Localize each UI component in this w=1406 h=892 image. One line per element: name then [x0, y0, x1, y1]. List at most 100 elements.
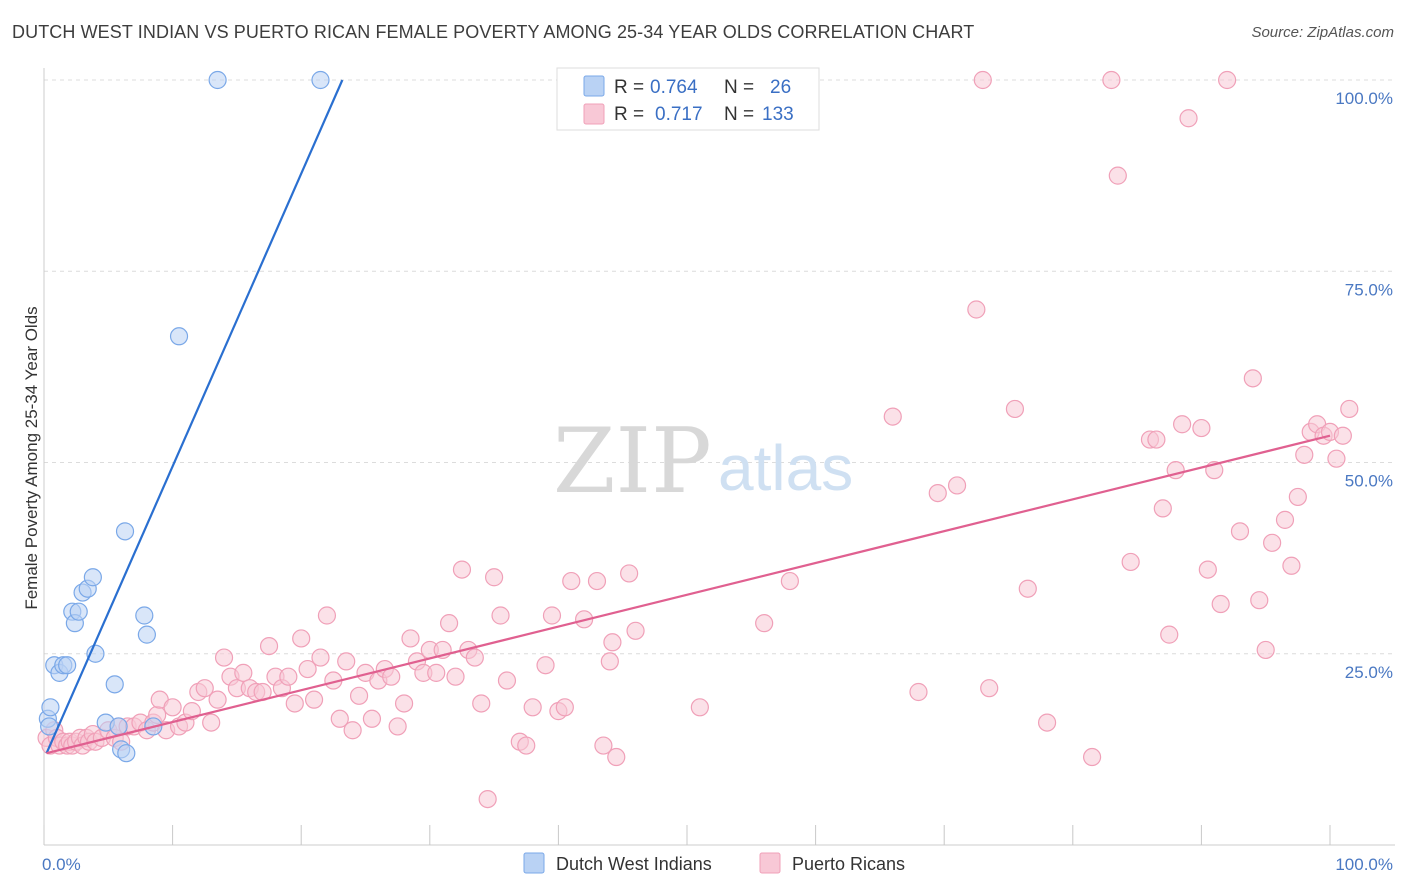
puerto-rican-point: [1288, 487, 1307, 507]
legend-swatch-blue: [583, 75, 605, 97]
puerto-rican-point: [755, 614, 774, 633]
puerto-rican-point: [349, 686, 369, 705]
puerto-rican-point: [1082, 747, 1102, 767]
puerto-rican-point: [1173, 415, 1192, 434]
legend-r-value: 0.717: [655, 104, 703, 125]
puerto-rican-point: [883, 407, 902, 426]
dutch-west-indian-point: [117, 744, 136, 763]
legend-r-label: R =: [614, 77, 644, 98]
puerto-rican-point: [1153, 499, 1172, 518]
puerto-rican-point: [298, 659, 317, 679]
grid-lines: [44, 79, 1395, 655]
x-tick-label: 0.0%: [42, 855, 81, 874]
puerto-rican-point: [279, 667, 298, 686]
puerto-rican-point: [594, 736, 613, 755]
puerto-rican-point: [1005, 399, 1025, 419]
puerto-rican-point: [690, 698, 709, 717]
dutch-west-indian-point: [109, 717, 128, 736]
puerto-rican-point: [382, 667, 401, 686]
puerto-rican-point: [491, 606, 510, 625]
puerto-rican-point: [330, 709, 349, 728]
puerto-rican-point: [202, 713, 221, 732]
puerto-rican-point: [311, 648, 330, 667]
puerto-rican-point: [317, 606, 337, 625]
puerto-rican-point: [1275, 510, 1295, 529]
puerto-rican-point: [1108, 166, 1127, 185]
puerto-rican-point: [607, 747, 626, 767]
puerto-rican-point: [292, 629, 311, 648]
y-tick-label: 75.0%: [1345, 280, 1393, 299]
puerto-rican-point: [285, 694, 304, 713]
y-axis-label: Female Poverty Among 25-34 Year Olds: [22, 306, 41, 609]
legend-n-value: 133: [762, 104, 794, 125]
puerto-rican-point: [304, 690, 324, 709]
legend-r-value: 0.764: [650, 77, 698, 98]
puerto-rican-point: [1295, 445, 1314, 464]
legend-swatch-dutch-west-indians: [523, 852, 545, 874]
legend-r-label: R =: [614, 104, 644, 125]
puerto-rican-point: [620, 564, 639, 583]
dutch-west-indian-point: [69, 602, 88, 621]
puerto-rican-point: [587, 571, 607, 591]
puerto-rican-point: [600, 652, 619, 671]
legend-n-value: 26: [770, 77, 791, 98]
legend-swatch-puerto-ricans: [759, 852, 781, 874]
puerto-rican-point: [497, 671, 517, 690]
puerto-rican-point: [1243, 369, 1262, 388]
puerto-rican-point: [980, 679, 999, 698]
y-tick-label: 25.0%: [1345, 663, 1393, 682]
puerto-rican-point: [1327, 449, 1346, 468]
puerto-rican-point: [973, 70, 992, 90]
y-tick-labels: 25.0% 50.0% 75.0% 100.0%: [1335, 89, 1393, 682]
puerto-rican-point: [1179, 109, 1198, 128]
puerto-rican-point: [195, 679, 214, 698]
puerto-rican-point: [1256, 640, 1275, 660]
puerto-rican-point: [626, 621, 645, 640]
dutch-west-indian-point: [41, 698, 60, 717]
dutch-west-indian-point: [208, 70, 227, 90]
watermark-zip: ZIP: [553, 409, 712, 514]
puerto-rican-point: [1147, 430, 1166, 449]
puerto-rican-point: [967, 300, 986, 319]
dutch-west-indian-trend-line: [45, 79, 344, 754]
puerto-rican-point: [517, 736, 536, 755]
puerto-rican-point: [1211, 594, 1230, 614]
x-tick-labels: 0.0% 100.0%: [42, 855, 1393, 874]
puerto-rican-point: [1282, 556, 1301, 575]
chart-title: DUTCH WEST INDIAN VS PUERTO RICAN FEMALE…: [12, 22, 975, 42]
puerto-rican-point: [1218, 70, 1237, 90]
puerto-rican-point: [485, 568, 504, 587]
puerto-rican-point: [1250, 591, 1269, 610]
dutch-west-indian-point: [115, 522, 135, 541]
series-legend: Dutch West Indians Puerto Ricans: [523, 852, 905, 874]
puerto-rican-point: [208, 690, 227, 709]
watermark: ZIP atlas: [553, 409, 853, 514]
puerto-rican-point: [536, 656, 555, 675]
legend-n-label: N =: [724, 104, 754, 125]
legend-label-puerto-ricans: Puerto Ricans: [792, 854, 905, 874]
watermark-atlas: atlas: [718, 432, 853, 504]
puerto-rican-point: [234, 663, 253, 682]
puerto-rican-point: [1333, 426, 1352, 445]
puerto-rican-point: [1102, 70, 1121, 90]
puerto-rican-point: [928, 484, 947, 503]
puerto-rican-point: [478, 789, 497, 809]
legend-label-dutch-west-indians: Dutch West Indians: [556, 854, 712, 874]
puerto-rican-point: [401, 629, 420, 648]
puerto-rican-point: [562, 571, 581, 591]
dutch-west-indian-point: [58, 656, 77, 675]
puerto-rican-point: [603, 633, 622, 652]
puerto-rican-point: [1230, 522, 1250, 541]
puerto-rican-trend-line: [46, 434, 1331, 755]
puerto-rican-point: [1037, 713, 1057, 732]
puerto-rican-point: [439, 614, 459, 633]
puerto-rican-point: [542, 606, 562, 625]
puerto-rican-point: [1160, 625, 1179, 644]
puerto-rican-point: [1192, 418, 1211, 438]
puerto-rican-point: [555, 698, 574, 717]
legend-swatch-pink: [583, 103, 605, 125]
x-tick-label: 100.0%: [1335, 855, 1393, 874]
puerto-rican-point: [1121, 552, 1140, 572]
puerto-rican-point: [1263, 533, 1282, 552]
puerto-rican-point: [472, 694, 491, 713]
